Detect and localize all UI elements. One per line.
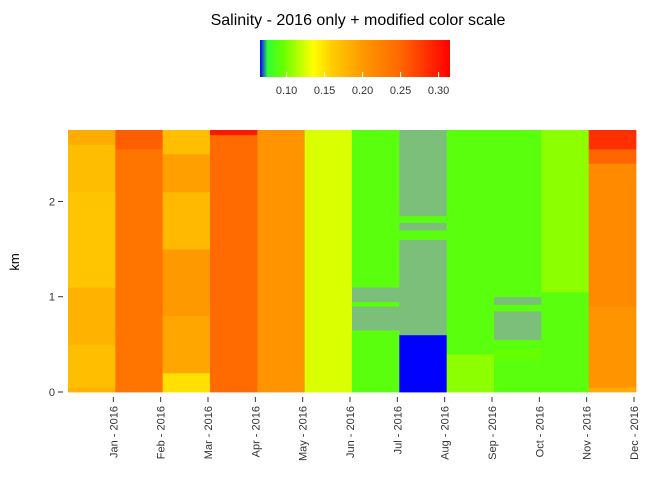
heatmap-cell bbox=[494, 311, 542, 340]
heatmap-cell bbox=[68, 130, 116, 145]
heatmap-cell bbox=[494, 358, 542, 393]
x-tick-label: May - 2016 bbox=[298, 406, 310, 461]
heatmap-cell bbox=[162, 130, 211, 155]
legend-tick-label: 0.30 bbox=[428, 85, 449, 97]
heatmap-cell bbox=[399, 215, 448, 223]
color-legend: 0.10 0.15 0.20 0.25 0.30 bbox=[260, 40, 450, 97]
heatmap-cell bbox=[210, 134, 258, 393]
heatmap-cell bbox=[399, 222, 448, 231]
legend-tick-label: 0.20 bbox=[352, 85, 373, 97]
heatmap-cell bbox=[588, 163, 637, 307]
y-axis: 0 1 2 bbox=[49, 196, 63, 399]
heatmap-cell bbox=[304, 130, 353, 393]
heatmap-cell bbox=[446, 130, 495, 355]
heatmap-cell bbox=[399, 334, 448, 393]
heatmap-cell bbox=[68, 344, 116, 388]
legend-tick-label: 0.15 bbox=[314, 85, 335, 97]
heatmap-cell bbox=[446, 353, 495, 393]
heatmap-cell bbox=[162, 372, 211, 393]
x-tick-label: Aug - 2016 bbox=[440, 406, 452, 460]
x-tick-label: Apr - 2016 bbox=[250, 406, 262, 457]
heatmap-cell bbox=[352, 287, 400, 302]
heatmap-cells bbox=[68, 130, 637, 393]
x-tick-label: Dec - 2016 bbox=[629, 406, 641, 460]
heatmap-cell bbox=[68, 387, 116, 393]
x-tick-label: Jul - 2016 bbox=[392, 406, 404, 454]
heatmap-cell bbox=[399, 239, 448, 331]
x-axis: Jan - 2016 Feb - 2016 Mar - 2016 Apr - 2016… bbox=[108, 397, 641, 461]
heatmap-cell bbox=[68, 191, 116, 288]
heatmap-cell bbox=[210, 130, 258, 136]
heatmap-cell bbox=[588, 130, 637, 150]
heatmap-cell bbox=[588, 387, 637, 393]
heatmap-cell bbox=[399, 330, 448, 336]
heatmap-cell bbox=[68, 287, 116, 345]
heatmap-cell bbox=[494, 296, 542, 305]
heatmap-cell bbox=[541, 130, 590, 293]
x-tick-label: Jan - 2016 bbox=[108, 406, 120, 458]
heatmap-cell bbox=[352, 330, 400, 393]
heatmap-cell bbox=[588, 149, 637, 164]
heatmap-cell bbox=[162, 191, 211, 250]
heatmap-cell bbox=[257, 130, 306, 393]
heatmap-cell bbox=[115, 130, 164, 150]
heatmap-cell bbox=[352, 301, 400, 307]
legend-color-bar bbox=[260, 40, 450, 77]
heatmap-cell bbox=[162, 249, 211, 317]
y-tick-label: 1 bbox=[49, 292, 55, 304]
x-tick-label: Mar - 2016 bbox=[203, 406, 215, 459]
chart-title: Salinity - 2016 only + modified color sc… bbox=[211, 12, 506, 29]
y-tick-label: 0 bbox=[49, 387, 55, 399]
heatmap-cell bbox=[162, 153, 211, 193]
heatmap-cell bbox=[399, 230, 448, 240]
heatmap-cell bbox=[494, 349, 542, 360]
legend-tick-label: 0.10 bbox=[276, 85, 297, 97]
heatmap-cell bbox=[494, 339, 542, 350]
x-tick-label: Nov - 2016 bbox=[582, 406, 594, 460]
x-tick-label: Jun - 2016 bbox=[345, 406, 357, 458]
legend-ticks: 0.10 0.15 0.20 0.25 0.30 bbox=[276, 72, 449, 97]
plot-area bbox=[68, 130, 637, 393]
heatmap-cell bbox=[352, 130, 400, 288]
heatmap-cell bbox=[399, 130, 448, 217]
x-tick-label: Feb - 2016 bbox=[156, 406, 168, 459]
legend-tick-label: 0.25 bbox=[390, 85, 411, 97]
heatmap-cell bbox=[494, 130, 542, 298]
heatmap-cell bbox=[588, 306, 637, 388]
heatmap-cell bbox=[352, 306, 400, 331]
y-axis-title: km bbox=[7, 253, 22, 270]
heatmap-cell bbox=[115, 149, 164, 393]
heatmap-cell bbox=[68, 144, 116, 193]
heatmap-cell bbox=[541, 291, 590, 393]
y-tick-label: 2 bbox=[49, 196, 55, 208]
heatmap-cell bbox=[162, 315, 211, 374]
x-tick-label: Oct - 2016 bbox=[534, 406, 546, 457]
heatmap-cell bbox=[494, 304, 542, 312]
x-tick-label: Sep - 2016 bbox=[487, 406, 499, 460]
